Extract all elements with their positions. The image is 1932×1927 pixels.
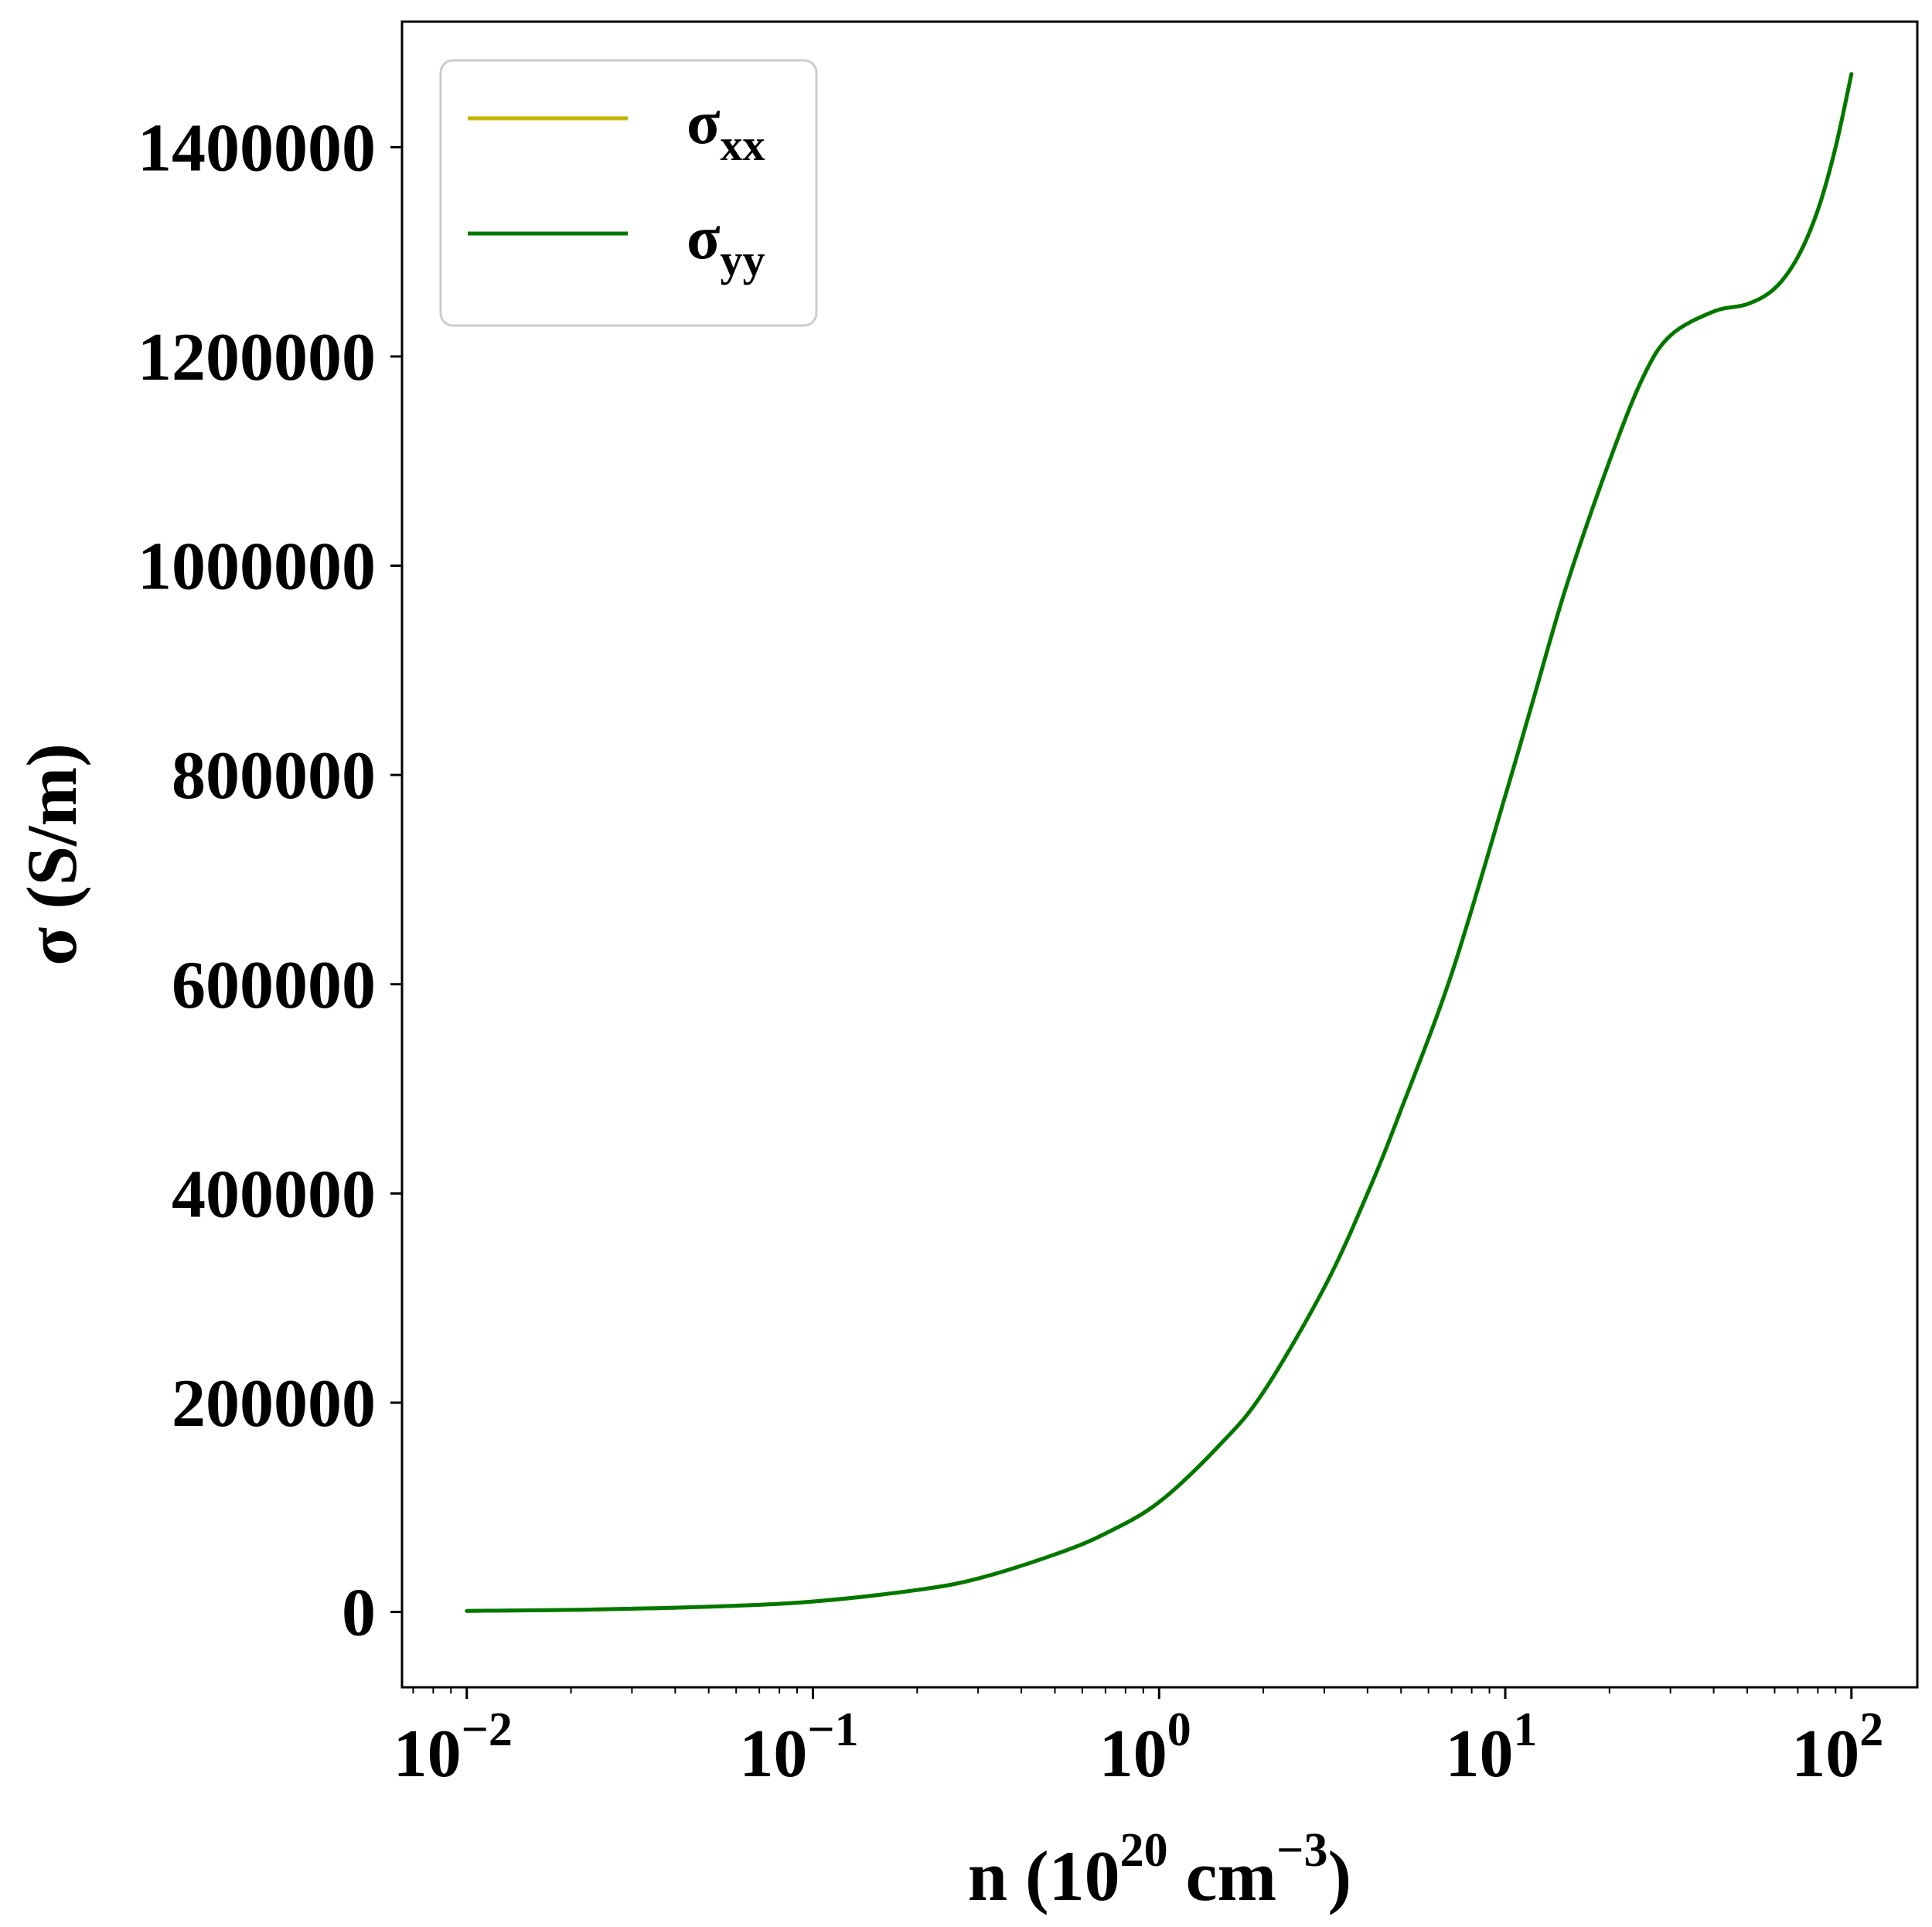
y-tick-label: 200000 (172, 1366, 376, 1441)
legend-subscript-sigma-xx: xx (721, 120, 765, 170)
x-axis-label-mid: cm (1168, 1837, 1276, 1915)
legend-symbol-sigma-yy: σ (687, 204, 721, 272)
y-tick-label: 1200000 (138, 320, 376, 395)
x-tick-label-base: 10 (394, 1717, 462, 1792)
x-tick-label: 10−1 (739, 1704, 858, 1792)
legend-subscript-sigma-yy: yy (721, 235, 765, 285)
x-tick-label-base: 10 (1099, 1717, 1167, 1792)
x-tick-label: 10−2 (394, 1704, 513, 1792)
y-tick-label: 1400000 (138, 111, 376, 186)
y-tick-label: 600000 (172, 948, 376, 1023)
x-axis-ticks: 10−2 10−1 100 101 102 (394, 1687, 1883, 1792)
x-tick-label: 102 (1791, 1704, 1883, 1792)
legend-label-sigma-xx: σxx (687, 89, 765, 170)
x-tick-label-exp: −1 (807, 1704, 858, 1756)
y-axis-ticks: 0 200000 400000 600000 800000 1000000 1200000 1… (138, 111, 402, 1651)
y-tick-label: 800000 (172, 738, 376, 813)
x-tick-label-exp: 2 (1859, 1704, 1883, 1756)
x-tick-label: 100 (1099, 1704, 1191, 1792)
legend-symbol-sigma-xx: σ (687, 89, 721, 157)
x-tick-label-exp: 1 (1514, 1704, 1538, 1756)
y-tick-label: 1000000 (138, 530, 376, 605)
y-axis-label: σ (S/m) (12, 743, 91, 966)
y-tick-label: 0 (342, 1576, 376, 1651)
x-tick-label-exp: 0 (1167, 1704, 1191, 1756)
x-axis-label-exp1: 20 (1120, 1824, 1168, 1877)
x-tick-label-exp: −2 (462, 1704, 513, 1756)
x-tick-label-base: 10 (1446, 1717, 1514, 1792)
x-axis-label-end: ) (1328, 1837, 1352, 1915)
series-line-yy (465, 72, 1854, 1613)
legend-label-sigma-yy: σyy (687, 204, 765, 285)
x-tick-label: 101 (1446, 1704, 1538, 1792)
series-layer (465, 72, 1854, 1613)
x-axis-label-exp2: −3 (1276, 1824, 1327, 1877)
legend: σxx σyy (439, 59, 818, 327)
x-tick-label-base: 10 (1791, 1717, 1859, 1792)
y-tick-label: 400000 (172, 1157, 376, 1232)
x-tick-label-base: 10 (739, 1717, 807, 1792)
x-axis-label: n (1020 cm−3) (968, 1824, 1351, 1915)
legend-box (439, 59, 818, 327)
x-axis-label-base: n (10 (968, 1837, 1120, 1915)
